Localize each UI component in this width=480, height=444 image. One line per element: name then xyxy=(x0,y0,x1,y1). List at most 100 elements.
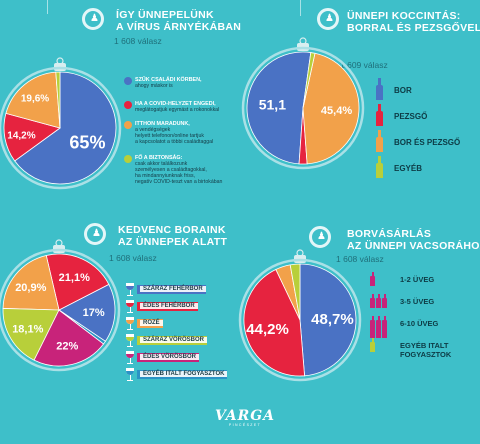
pie-3-slice-5 xyxy=(33,309,105,367)
person-icon: ♟ xyxy=(317,231,326,242)
panel-1-count: 1 608 válasz xyxy=(114,36,162,46)
panel-2-title: ÜNNEPI KOCCINTÁS: BORRAL ÉS PEZSGŐVEL xyxy=(347,10,480,34)
pie-4-label-2: 44,2% xyxy=(246,321,289,338)
legend-3-item: SZÁRAZ VÖRÖSBOR xyxy=(126,334,246,348)
pie-3-label-5: 22% xyxy=(56,340,78,352)
legend-1-desc: ahogy máskor is xyxy=(135,83,173,90)
bottle-icon xyxy=(370,338,375,352)
legend-2-item: BOR ÉS PEZSGŐ xyxy=(372,130,480,154)
ornament-ring xyxy=(0,66,122,190)
pie-2-label-1: 51,1 xyxy=(259,97,286,113)
ornament-ring xyxy=(241,46,365,170)
legend-3-item: ÉDES VÖRÖSBOR xyxy=(126,351,246,365)
ornament-string-2 xyxy=(300,0,301,16)
legend-1-head: SZŰK CSALÁDI KÖRBEN, xyxy=(135,77,202,83)
legend-3-item: ROZÉ xyxy=(126,317,246,331)
pie-3-slice-3 xyxy=(2,254,60,311)
bottle-icon xyxy=(376,324,381,338)
legend-3-item: SZÁRAZ FEHÉRBOR xyxy=(126,283,246,297)
legend-1-desc: csak akkor találkozunk xyxy=(135,161,188,168)
legend-1-desc: ha mindannyiunknak friss, xyxy=(135,173,195,180)
panel-2-count: 1 609 válasz xyxy=(340,60,388,70)
legend-3-label: ROZÉ xyxy=(137,319,163,328)
panel-3-title: KEDVENC BORAINK AZ ÜNNEPEK ALATT xyxy=(118,224,228,248)
legend-3-item: EGYÉB ITALT FOGYASZTOK xyxy=(126,368,246,382)
pie-1-slice-3 xyxy=(5,71,61,129)
pie-1-slice-2 xyxy=(3,112,61,162)
panel-1-progress-icon: ♟ xyxy=(82,8,104,30)
legend-1-desc: a vendégségek xyxy=(135,127,171,134)
legend-3-label: EGYÉB ITALT FOGYASZTOK xyxy=(137,370,228,379)
legend-2-label: BOR xyxy=(394,86,412,95)
legend-2-item: PEZSGŐ xyxy=(372,104,480,128)
legend-4-item: 1-2 ÜVEG xyxy=(366,272,480,294)
legend-1-swatch xyxy=(124,101,132,109)
ornament-loop xyxy=(56,57,64,65)
pie-3-label-1: 17% xyxy=(83,307,105,319)
legend-1-head: HA A COVID-HELYZET ENGEDI, xyxy=(135,101,216,107)
person-icon: ♟ xyxy=(92,228,101,239)
ornament-loop xyxy=(296,249,304,257)
panel-3-count: 1 608 válasz xyxy=(109,253,157,263)
ornament-loop xyxy=(299,37,307,45)
brand-logo: VARGA PINCÉSZET xyxy=(210,408,280,427)
legend-2-label: PEZSGŐ xyxy=(394,112,428,121)
legend-1-desc: a kapcsolatot a többi családtaggal xyxy=(135,139,214,146)
wine-glass-icon xyxy=(126,283,134,297)
pie-3-label-2: 21,1% xyxy=(59,272,90,284)
panel-1-title: ÍGY ÜNNEPELÜNK A VÍRUS ÁRNYÉKÁBAN xyxy=(116,9,242,33)
bottle-icon xyxy=(376,130,383,152)
pie-1-slice-4 xyxy=(55,71,61,129)
pie-2-slice-1 xyxy=(246,51,312,165)
legend-4-label: 6-10 ÜVEG xyxy=(400,319,439,328)
pie-1-label-2: 14,2% xyxy=(7,131,35,142)
legend-4-label: EGYÉB ITALT FOGYASZTOK xyxy=(400,341,452,359)
pie-4-slice-2 xyxy=(243,268,306,377)
legend-1-head: FŐ A BIZTONSÁG: xyxy=(135,155,183,161)
bottle-icon xyxy=(376,78,383,100)
panel-4-title: BORVÁSÁRLÁS AZ ÜNNEPI VACSORÁHOZ xyxy=(347,228,480,252)
pie-1-label-3: 19,6% xyxy=(21,93,49,104)
pie-1-label-1: 65% xyxy=(69,132,105,152)
wine-glass-icon xyxy=(126,351,134,365)
panel-4-count: 1 608 válasz xyxy=(336,254,384,264)
legend-4-label: 1-2 ÜVEG xyxy=(400,275,435,284)
pie-3-label-3: 20,9% xyxy=(15,282,46,294)
wine-glass-icon xyxy=(126,317,134,331)
legend-1-head: ITTHON MARADUNK, xyxy=(135,121,190,127)
bottle-icon xyxy=(382,324,387,338)
legend-1-desc: negatív COVID-teszt van a birtokában xyxy=(135,179,223,186)
legend-1-desc: meglátogatjuk egymást a rokonokkal xyxy=(135,107,220,114)
pie-2-label-3: 45,4% xyxy=(321,105,352,117)
bottle-icon xyxy=(382,294,387,308)
panel-4-progress-icon: ♟ xyxy=(309,226,331,248)
legend-3-label: SZÁRAZ VÖRÖSBOR xyxy=(137,336,208,345)
legend-4-item: 6-10 ÜVEG xyxy=(366,316,480,338)
pie-4-label-1: 48,7% xyxy=(311,311,354,328)
bottle-icon xyxy=(376,294,381,308)
bottle-icon xyxy=(370,272,375,286)
legend-4-item: 3-5 ÜVEG xyxy=(366,294,480,316)
legend-4-item: EGYÉB ITALT FOGYASZTOK xyxy=(366,338,480,360)
pie-3-slice-4 xyxy=(2,308,60,361)
person-icon: ♟ xyxy=(325,13,334,24)
legend-1-desc: helyett telefonon/online tartjuk xyxy=(135,133,204,140)
legend-3-label: SZÁRAZ FEHÉRBOR xyxy=(137,285,206,294)
legend-2-label: EGYÉB xyxy=(394,164,423,173)
legend-1-desc: személyesen a családtagokkal, xyxy=(135,167,207,174)
pie-2-slice-4 xyxy=(302,52,316,109)
pie-3-slice-6 xyxy=(58,309,106,345)
person-icon: ♟ xyxy=(90,13,99,24)
ornament-ring xyxy=(0,248,121,372)
legend-2-label: BOR ÉS PEZSGŐ xyxy=(394,138,461,147)
pie-3-label-4: 18,1% xyxy=(12,324,43,336)
pie-4-slice-1 xyxy=(299,263,357,377)
legend-2-item: EGYÉB xyxy=(372,156,480,180)
wine-glass-icon xyxy=(126,300,134,314)
legend-3-item: ÉDES FEHÉRBOR xyxy=(126,300,246,314)
legend-1-swatch xyxy=(124,77,132,85)
bottle-icon xyxy=(376,156,383,178)
bottle-icon xyxy=(370,294,375,308)
bottle-icon xyxy=(376,104,383,126)
legend-1-swatch xyxy=(124,121,132,129)
